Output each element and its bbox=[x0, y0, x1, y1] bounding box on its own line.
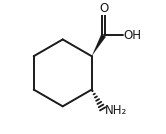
Text: O: O bbox=[99, 2, 108, 15]
Text: OH: OH bbox=[123, 29, 141, 42]
Text: NH₂: NH₂ bbox=[105, 104, 127, 117]
Polygon shape bbox=[92, 34, 106, 56]
